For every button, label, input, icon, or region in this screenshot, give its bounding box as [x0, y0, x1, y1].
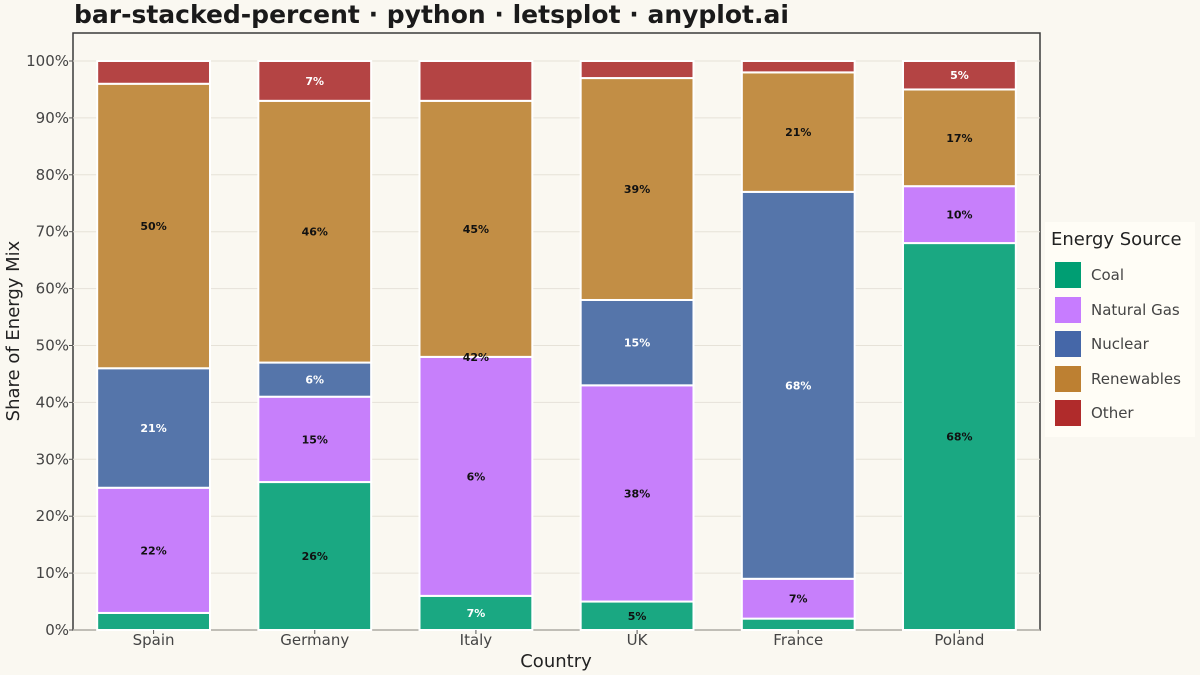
bar-france-nuclear — [740, 190, 856, 580]
legend-item-natural-gas: Natural Gas — [1055, 296, 1195, 325]
bar-poland-other — [902, 60, 1017, 91]
data-label-italy-coal: 7% — [467, 607, 486, 620]
data-label-spain-renewables: 50% — [140, 220, 166, 233]
data-label-poland-coal: 68% — [946, 431, 972, 444]
bar-germany-coal — [257, 481, 373, 631]
bar-germany-natural-gas — [257, 395, 373, 484]
legend-item-coal: Coal — [1055, 262, 1195, 290]
legend-swatch — [1055, 296, 1081, 323]
legend-label: Nuclear — [1091, 335, 1149, 353]
bar-spain-renewables — [96, 82, 211, 370]
data-label-italy-renewables: 45% — [463, 223, 489, 236]
plot-panel — [72, 32, 1041, 631]
x-axis-title: Country — [520, 651, 592, 672]
bar-uk-renewables — [579, 77, 695, 301]
data-label-france-nuclear: 68% — [785, 379, 811, 392]
data-label-germany-natural-gas: 15% — [302, 433, 328, 446]
y-tick-label: 100% — [26, 52, 69, 70]
y-tick-label: 0% — [45, 621, 69, 639]
x-tick-label: Italy — [460, 631, 493, 649]
legend: Energy Source Coal Natural Gas Nuclear Rene… — [1045, 222, 1195, 437]
legend-item-other: Other — [1055, 400, 1195, 428]
data-label-uk-natural-gas: 38% — [624, 487, 650, 500]
y-tick-label: 70% — [36, 223, 69, 241]
bar-italy-renewables — [418, 99, 534, 358]
y-tick-label: 90% — [36, 109, 69, 127]
x-tick-label: Germany — [280, 631, 349, 649]
bar-spain-nuclear — [96, 367, 211, 489]
bar-italy-other — [418, 60, 534, 102]
bar-germany-nuclear — [257, 361, 373, 398]
data-label-uk-renewables: 39% — [624, 183, 650, 196]
data-label-germany-coal: 26% — [302, 550, 328, 563]
bar-poland-renewables — [902, 88, 1017, 188]
data-label-spain-natural-gas: 22% — [140, 544, 166, 557]
data-label-italy-natural-gas: 6% — [467, 470, 486, 483]
legend-item-nuclear: Nuclear — [1055, 331, 1195, 359]
y-tick-label: 10% — [36, 564, 69, 582]
data-label-germany-nuclear: 6% — [305, 374, 324, 387]
bars — [96, 60, 1017, 632]
data-label-uk-nuclear: 15% — [624, 337, 650, 350]
bar-uk-natural-gas — [579, 384, 695, 603]
y-tick-label: 40% — [36, 393, 69, 411]
bar-poland-coal — [902, 242, 1017, 632]
bar-uk-other — [579, 60, 695, 80]
bar-uk-coal — [579, 600, 695, 631]
legend-label: Other — [1091, 404, 1134, 422]
bar-spain-other — [96, 60, 211, 85]
bar-germany-renewables — [257, 99, 373, 364]
legend-swatch — [1055, 400, 1081, 426]
grid-lines — [73, 60, 1040, 631]
bar-uk-nuclear — [579, 298, 695, 387]
legend-item-renewables: Renewables — [1055, 365, 1195, 394]
bar-italy-coal — [418, 594, 534, 631]
data-label-germany-other: 7% — [305, 75, 324, 88]
x-tick-label: Spain — [133, 631, 175, 649]
data-label-poland-renewables: 17% — [946, 132, 972, 145]
data-label-poland-natural-gas: 10% — [946, 209, 972, 222]
data-label-france-renewables: 21% — [785, 126, 811, 139]
legend-label: Natural Gas — [1091, 300, 1180, 319]
bar-spain-coal — [96, 611, 211, 631]
legend-swatch — [1055, 331, 1081, 357]
x-tick-label: UK — [627, 631, 649, 649]
bar-france-renewables — [740, 71, 856, 193]
y-tick-label: 50% — [36, 337, 69, 355]
y-tick-label: 30% — [36, 450, 69, 468]
y-axis: 0% 10% 20% 30% 40% 50% 60% 70% 80% 90% 100% — [26, 52, 73, 639]
y-tick-label: 60% — [36, 280, 69, 298]
chart-title: bar-stacked-percent · python · letsplot … — [74, 0, 789, 29]
data-label-uk-coal: 5% — [628, 610, 647, 623]
bar-spain-natural-gas — [96, 486, 211, 614]
bar-germany-other — [257, 60, 373, 102]
bar-france-other — [740, 60, 856, 74]
legend-title: Energy Source — [1051, 229, 1182, 250]
data-labels: 22% 21% 50% 26% 15% 6% 46% 7% 7% 6% 42% 45% 5% 38% 15%… — [140, 69, 972, 623]
bar-france-coal — [740, 617, 856, 631]
x-axis: Spain Germany Italy UK France Poland — [133, 630, 984, 649]
y-tick-label: 80% — [36, 166, 69, 184]
legend-swatch — [1055, 365, 1081, 392]
bar-poland-natural-gas — [902, 185, 1017, 245]
y-axis-title: Share of Energy Mix — [3, 240, 24, 421]
y-tick-label: 20% — [36, 507, 69, 525]
legend-swatch — [1055, 262, 1081, 288]
bar-france-natural-gas — [740, 577, 856, 620]
bar-italy-natural-gas — [418, 355, 534, 597]
data-label-poland-other: 5% — [950, 69, 969, 82]
data-label-germany-renewables: 46% — [302, 226, 328, 239]
x-tick-label: Poland — [934, 631, 984, 649]
legend-label: Coal — [1091, 266, 1125, 284]
legend-label: Renewables — [1091, 369, 1181, 388]
data-label-italy-nuclear: 42% — [463, 351, 489, 364]
x-tick-label: France — [773, 631, 823, 649]
data-label-spain-nuclear: 21% — [140, 422, 166, 435]
data-label-france-natural-gas: 7% — [789, 593, 808, 606]
